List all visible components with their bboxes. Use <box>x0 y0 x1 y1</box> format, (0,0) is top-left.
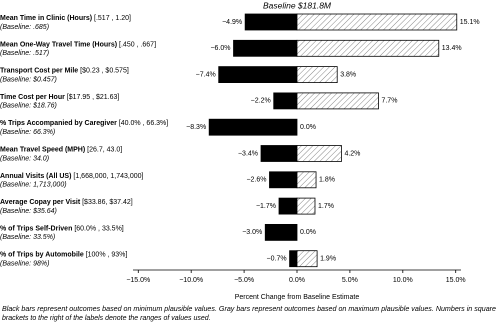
value-label: 13.4% <box>442 45 462 52</box>
row-baseline: (Baseline: 66.3%) <box>0 129 55 136</box>
bar <box>296 145 342 162</box>
value-label: −3.4% <box>238 150 258 157</box>
row-label: Transport Cost per Mile [$0.23 , $0.575] <box>0 67 129 74</box>
value-label: 1.8% <box>319 177 335 184</box>
bar <box>296 250 318 268</box>
row-baseline: (Baseline: 1,713,000) <box>0 182 67 189</box>
row-range: [100% , 93%] <box>86 252 128 259</box>
footnote: brackets to the right of the labels deno… <box>2 315 211 322</box>
footnote: Black bars represent outcomes based on m… <box>2 306 496 313</box>
row-baseline: (Baseline: 33.5%) <box>0 234 55 241</box>
x-tick-label: 5.0% <box>342 277 358 284</box>
value-label: 15.1% <box>460 19 480 26</box>
row-baseline: (Baseline: 98%) <box>0 261 49 268</box>
bar <box>296 39 440 57</box>
row-range: [.450 , .667] <box>119 41 156 48</box>
row-name: Mean Travel Speed (MPH) <box>0 146 85 153</box>
value-label: −2.6% <box>246 177 266 184</box>
row-label: Mean One-Way Travel Time (Hours) [.450 ,… <box>0 41 156 48</box>
bar <box>233 39 298 57</box>
row-range: [1,668,000, 1,743,000] <box>73 173 143 180</box>
row-baseline: (Baseline: $0.457) <box>0 76 57 83</box>
value-label: −4.9% <box>222 19 242 26</box>
value-label: −1.7% <box>256 203 276 210</box>
x-tick-label: −10.0% <box>179 277 203 284</box>
x-tick-label: −15.0% <box>126 277 150 284</box>
value-label: 4.2% <box>344 150 360 157</box>
chart-title: Baseline $181.8M <box>263 0 332 10</box>
value-label: 1.9% <box>320 256 336 263</box>
row-baseline: (Baseline: $35.64) <box>0 208 57 215</box>
row-label: Annual Visits (All US) [1,668,000, 1,743… <box>0 173 144 180</box>
x-tick-label: 0.0% <box>289 277 305 284</box>
x-tick-label: 15.0% <box>446 277 466 284</box>
bar <box>296 197 316 215</box>
row-range: [60.0% , 33.5%] <box>74 225 123 232</box>
value-label: −3.0% <box>242 229 262 236</box>
row-baseline: (Baseline: 34.0) <box>0 155 49 162</box>
row-range: [26.7, 43.0] <box>87 146 122 153</box>
value-label: −6.0% <box>210 45 230 52</box>
value-label: 1.7% <box>318 203 334 210</box>
value-label: −2.2% <box>251 98 271 105</box>
row-label: % of Trips Self-Driven [60.0% , 33.5%] <box>0 225 124 232</box>
bar <box>296 13 458 31</box>
row-label: % Trips Accompanied by Caregiver [40.0% … <box>0 120 168 127</box>
row-name: Time Cost per Hour <box>0 94 65 101</box>
row-range: [.517 , 1.20] <box>94 15 131 22</box>
row-name: % of Trips Self-Driven <box>0 225 72 232</box>
row-baseline: (Baseline: .685) <box>0 24 49 31</box>
row-baseline: (Baseline: .517) <box>0 50 49 57</box>
bar <box>244 13 298 31</box>
value-label: 3.8% <box>340 71 356 78</box>
row-range: [$0.23 , $0.575] <box>80 67 129 74</box>
row-range: [40.0% , 66.3%] <box>119 120 168 127</box>
value-label: 0.0% <box>300 124 316 131</box>
bar <box>218 66 298 83</box>
x-tick-label: −5.0% <box>234 277 254 284</box>
bar <box>260 145 298 162</box>
bar <box>264 223 298 241</box>
row-range: [$33.86, $37.42] <box>82 199 133 206</box>
row-label: Time Cost per Hour [$17.95 , $21.63] <box>0 94 119 101</box>
row-baseline: (Baseline: $18.76) <box>0 103 57 110</box>
bar <box>269 171 298 189</box>
x-axis-title: Percent Change from Baseline Estimate <box>235 294 360 301</box>
row-label: % of Trips by Automobile [100% , 93%] <box>0 252 127 259</box>
row-name: Transport Cost per Mile <box>0 67 78 74</box>
row-name: Annual Visits (All US) <box>0 173 71 180</box>
bar <box>289 250 298 268</box>
bar <box>273 92 298 110</box>
value-label: −8.3% <box>186 124 206 131</box>
row-name: % Trips Accompanied by Caregiver <box>0 120 117 127</box>
value-label: 0.0% <box>300 229 316 236</box>
row-name: Average Copay per Visit <box>0 199 81 206</box>
value-label: 7.7% <box>381 98 397 105</box>
row-range: [$17.95 , $21.63] <box>67 94 120 101</box>
value-label: −7.4% <box>196 71 216 78</box>
bar <box>296 92 379 110</box>
row-label: Mean Travel Speed (MPH) [26.7, 43.0] <box>0 146 122 153</box>
row-name: % of Trips by Automobile <box>0 252 84 259</box>
x-tick-label: 10.0% <box>393 277 413 284</box>
row-name: Mean Time in Clinic (Hours) <box>0 15 92 22</box>
bar <box>296 66 338 83</box>
bar <box>208 118 298 136</box>
row-label: Average Copay per Visit [$33.86, $37.42] <box>0 199 133 206</box>
bar <box>278 197 298 215</box>
row-label: Mean Time in Clinic (Hours) [.517 , 1.20… <box>0 15 131 22</box>
bar <box>296 171 317 189</box>
value-label: −0.7% <box>267 256 287 263</box>
row-name: Mean One-Way Travel Time (Hours) <box>0 41 117 48</box>
